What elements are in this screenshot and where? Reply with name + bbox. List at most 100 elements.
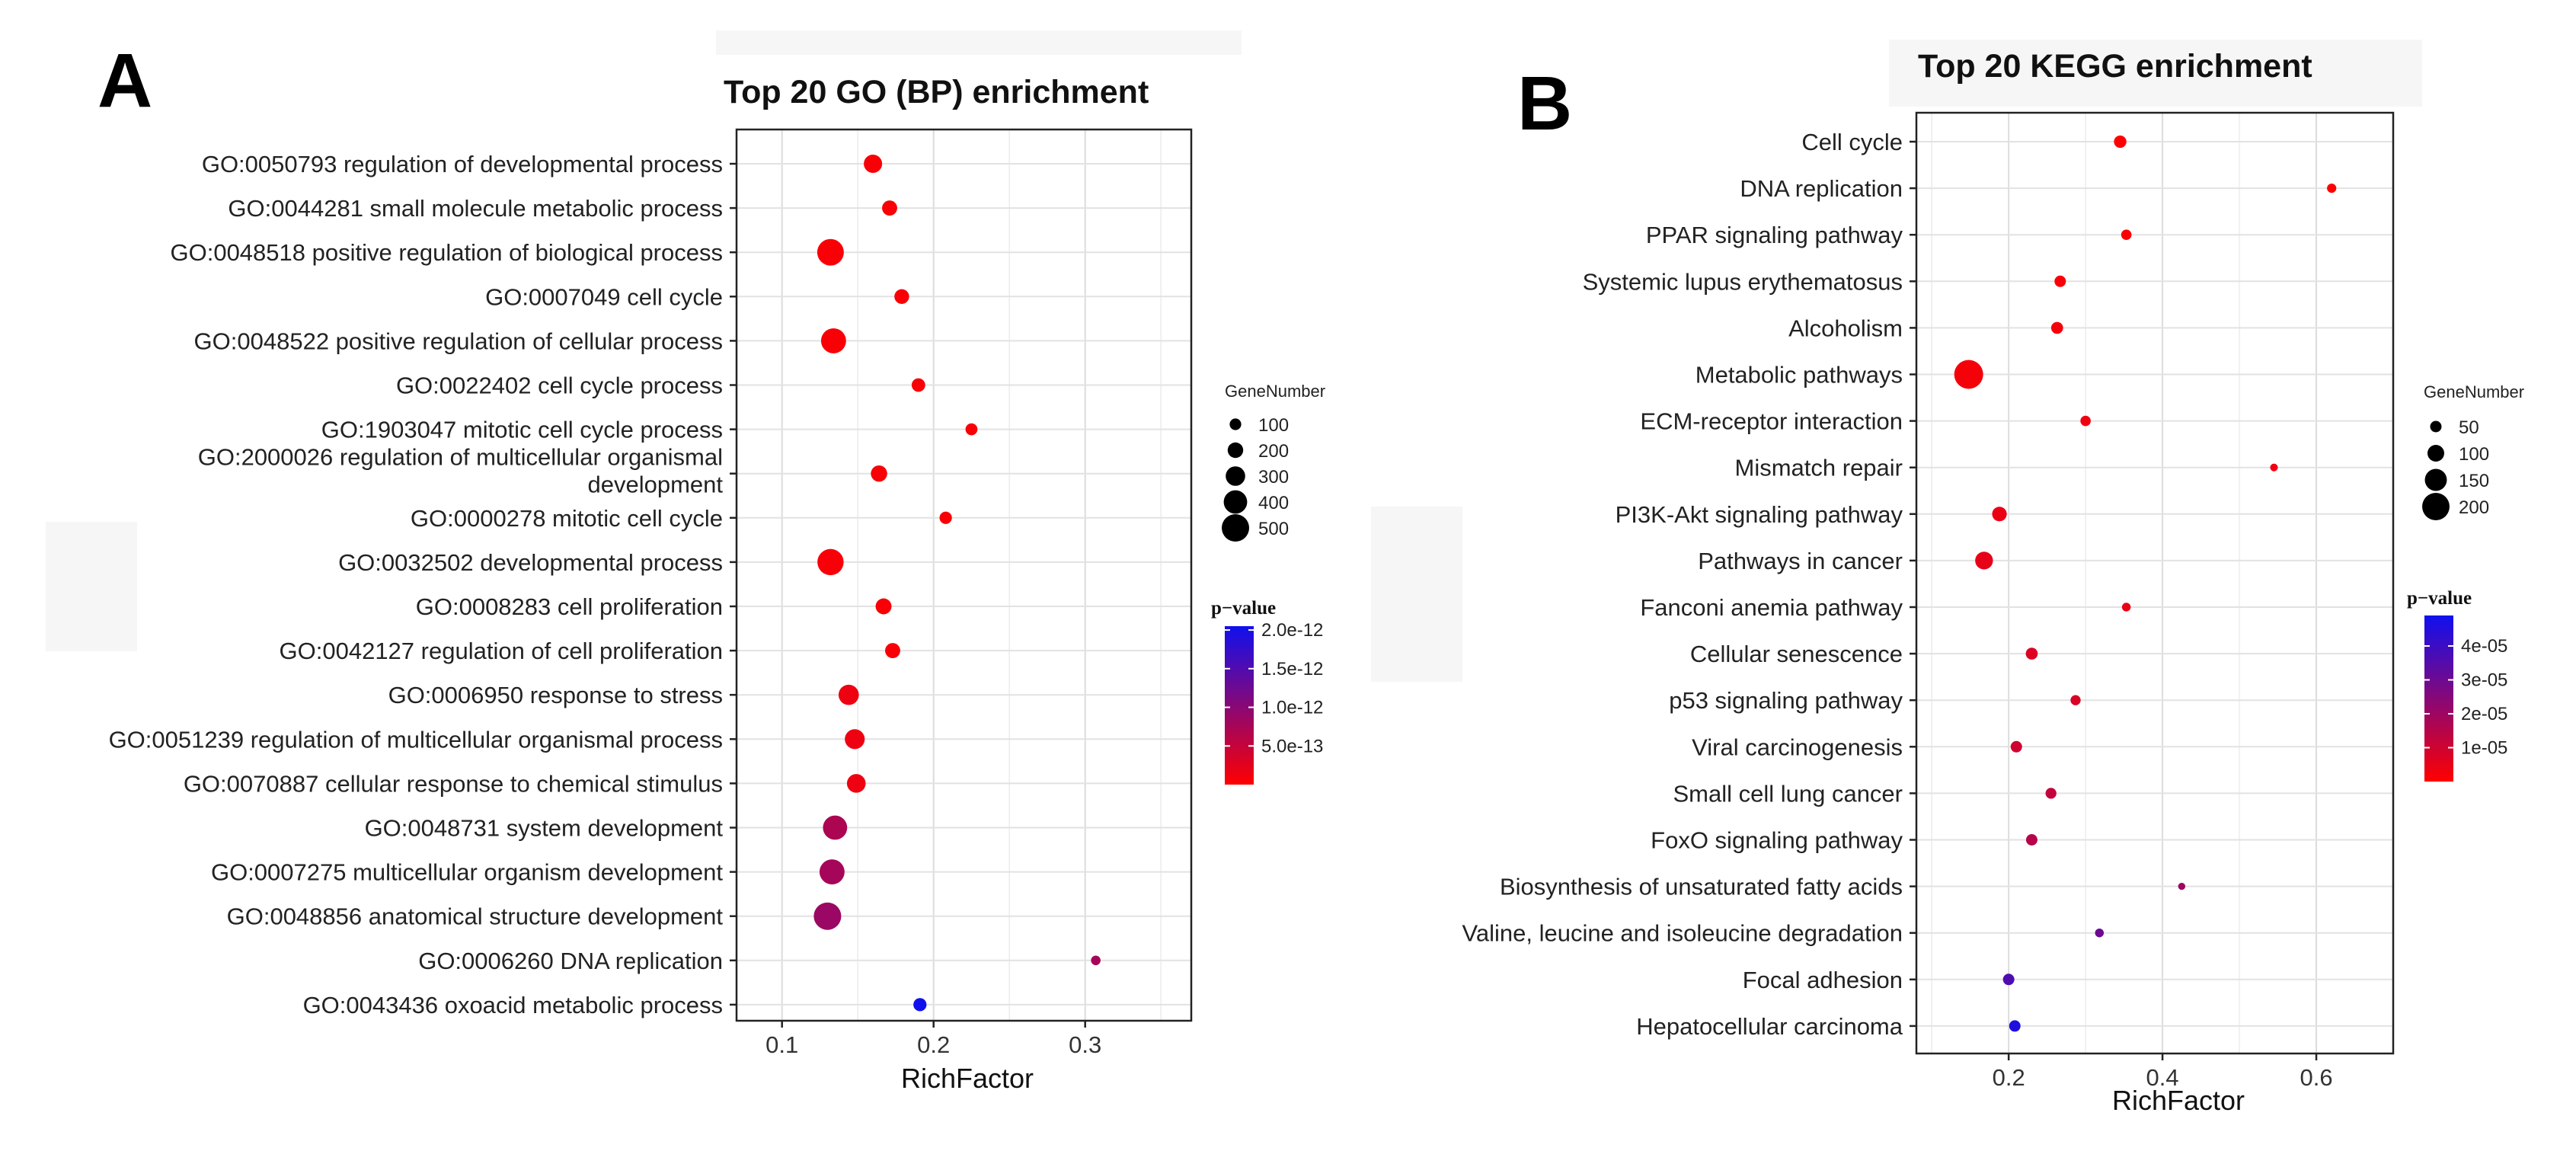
data-point <box>846 774 866 793</box>
data-point <box>823 815 848 840</box>
color-legend-label: 3e-05 <box>2461 670 2507 691</box>
y-tick-label: GO:0032502 developmental process <box>338 549 723 576</box>
size-legend-key <box>1226 466 1245 486</box>
color-legend-title: p−value <box>1211 598 1276 619</box>
x-tick-label: 0.2 <box>917 1031 950 1058</box>
y-tick-label: Valine, leucine and isoleucine degradati… <box>1462 920 1903 947</box>
y-tick-label: GO:0042127 regulation of cell proliferat… <box>280 638 723 664</box>
y-tick-label: Metabolic pathways <box>1695 362 1903 388</box>
size-legend-key <box>2427 445 2444 462</box>
size-legend-label: 400 <box>1258 493 1289 513</box>
y-tick-label: GO:0070887 cellular response to chemical… <box>184 770 723 797</box>
y-tick-label: GO:0050793 regulation of developmental p… <box>202 151 723 177</box>
y-tick-label: FoxO signaling pathway <box>1651 827 1903 854</box>
plot-frame <box>1915 111 2395 1055</box>
y-tick-label: Small cell lung cancer <box>1673 780 1903 807</box>
y-tick-label: Viral carcinogenesis <box>1692 734 1903 760</box>
panel-label: A <box>97 38 152 123</box>
data-point <box>1975 552 1993 570</box>
data-point <box>2045 788 2057 799</box>
data-point <box>882 200 897 216</box>
data-point <box>1992 507 2007 522</box>
size-legend-key <box>1223 490 1248 514</box>
color-legend-bar <box>1225 626 1254 785</box>
data-point <box>911 378 925 392</box>
x-tick-label: 0.3 <box>1069 1031 1101 1058</box>
data-point <box>2121 603 2131 612</box>
color-legend-label: 1e-05 <box>2461 738 2507 759</box>
data-point <box>838 684 859 705</box>
y-tick-label: GO:0008283 cell proliferation <box>416 593 723 620</box>
data-point <box>820 328 846 353</box>
data-point <box>913 998 927 1012</box>
size-legend-key <box>1222 514 1249 542</box>
y-tick-label: Cellular senescence <box>1690 641 1903 667</box>
color-legend-title: p−value <box>2407 588 2472 609</box>
panel-label: B <box>1517 61 1572 146</box>
y-tick-label: PI3K-Akt signaling pathway <box>1616 501 1903 528</box>
color-legend-label: 4e-05 <box>2461 636 2507 657</box>
size-legend-label: 200 <box>1258 441 1289 462</box>
y-tick-label: GO:0007275 multicellular organism develo… <box>211 859 723 886</box>
size-legend-label: 50 <box>2459 417 2479 438</box>
data-point <box>2002 974 2015 986</box>
background-artifact <box>1889 40 2422 107</box>
data-point <box>2050 321 2063 334</box>
background-artifact <box>46 522 137 651</box>
x-tick-label: 0.4 <box>2146 1064 2179 1091</box>
color-legend-bar <box>2424 615 2453 782</box>
data-point <box>817 238 844 266</box>
y-tick-label: GO:0044281 small molecule metabolic proc… <box>228 195 723 222</box>
size-legend-title: GeneNumber <box>1225 382 1325 401</box>
data-point <box>2025 647 2038 660</box>
x-tick-label: 0.1 <box>765 1031 798 1058</box>
data-point <box>875 598 892 615</box>
data-point <box>2121 229 2132 240</box>
y-tick-label: Systemic lupus erythematosus <box>1583 268 1903 295</box>
y-tick-label: Fanconi anemia pathway <box>1640 594 1903 621</box>
panel-b: B Top 20 KEGG enrichment 0.2 0.4 0.6 Cell c… <box>1462 48 2524 1116</box>
color-legend-label: 2e-05 <box>2461 704 2507 724</box>
y-tick-label: Mismatch repair <box>1735 455 1903 481</box>
y-tick-label: p53 signaling pathway <box>1669 687 1903 714</box>
y-tick-label: GO:0006950 response to stress <box>388 682 723 708</box>
y-tick-label: GO:2000026 regulation of multicellular o… <box>198 444 724 498</box>
y-tick-label: GO:0048856 anatomical structure developm… <box>227 903 724 930</box>
size-legend: GeneNumber 100 200 300 400 500 <box>1222 382 1325 542</box>
size-legend-label: 100 <box>1258 415 1289 436</box>
y-tick-label: Pathways in cancer <box>1698 548 1903 574</box>
data-point <box>2009 1020 2021 1032</box>
x-tick-label: 0.6 <box>2300 1064 2332 1091</box>
size-legend-label: 500 <box>1258 519 1289 539</box>
size-legend-title: GeneNumber <box>2424 382 2524 401</box>
size-legend-label: 150 <box>2459 471 2489 491</box>
color-legend: p−value 4e-05 3e-05 2e-05 1e-05 <box>2407 588 2507 782</box>
data-point <box>813 902 842 930</box>
y-tick-label: DNA replication <box>1740 175 1903 202</box>
data-point <box>2054 275 2066 287</box>
data-point <box>965 423 978 436</box>
data-point <box>1091 955 1101 966</box>
data-point <box>894 289 909 304</box>
y-tick-label: GO:0043436 oxoacid metabolic process <box>303 992 723 1018</box>
x-axis-title: RichFactor <box>2112 1085 2245 1116</box>
y-tick-label: PPAR signaling pathway <box>1646 222 1903 248</box>
chart-title: Top 20 KEGG enrichment <box>1918 48 2312 85</box>
data-point <box>1954 360 1983 389</box>
size-legend-key <box>2430 420 2442 433</box>
chart-title: Top 20 GO (BP) enrichment <box>724 74 1149 110</box>
size-legend: GeneNumber 50 100 150 200 <box>2422 382 2524 520</box>
x-tick-label: 0.2 <box>1993 1064 2025 1091</box>
size-legend-label: 100 <box>2459 444 2489 465</box>
data-point <box>2270 463 2278 472</box>
x-axis-title: RichFactor <box>901 1063 1034 1094</box>
data-point <box>885 643 900 659</box>
y-tick-label: ECM-receptor interaction <box>1640 408 1903 435</box>
y-tick-label: GO:0007049 cell cycle <box>485 283 723 310</box>
data-point <box>819 859 845 885</box>
data-point <box>2327 184 2337 193</box>
size-legend-label: 300 <box>1258 467 1289 488</box>
data-point <box>2070 695 2081 705</box>
y-tick-label: Focal adhesion <box>1743 967 1903 993</box>
background-artifact <box>716 30 1242 55</box>
